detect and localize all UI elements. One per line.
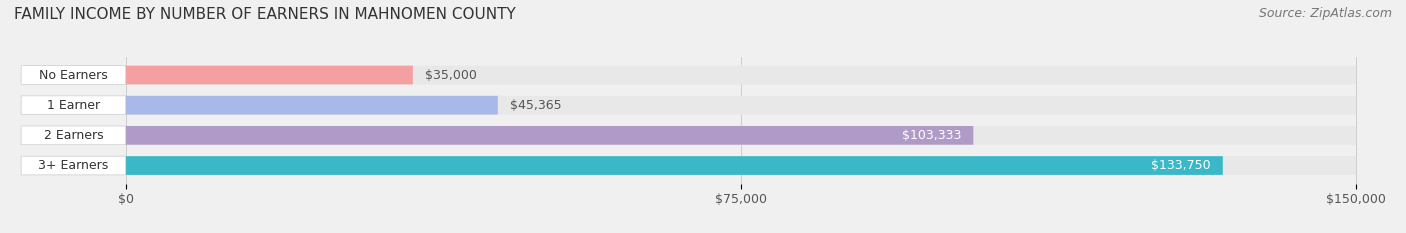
Text: 2 Earners: 2 Earners [44, 129, 103, 142]
Text: FAMILY INCOME BY NUMBER OF EARNERS IN MAHNOMEN COUNTY: FAMILY INCOME BY NUMBER OF EARNERS IN MA… [14, 7, 516, 22]
FancyBboxPatch shape [21, 156, 125, 175]
Text: $45,365: $45,365 [510, 99, 562, 112]
FancyBboxPatch shape [125, 66, 413, 84]
FancyBboxPatch shape [125, 126, 973, 145]
Text: Source: ZipAtlas.com: Source: ZipAtlas.com [1258, 7, 1392, 20]
Text: 3+ Earners: 3+ Earners [38, 159, 108, 172]
FancyBboxPatch shape [125, 126, 1357, 145]
Text: No Earners: No Earners [39, 69, 108, 82]
FancyBboxPatch shape [21, 96, 125, 115]
Text: $35,000: $35,000 [425, 69, 477, 82]
FancyBboxPatch shape [125, 96, 498, 115]
FancyBboxPatch shape [125, 96, 1357, 115]
FancyBboxPatch shape [125, 156, 1223, 175]
FancyBboxPatch shape [125, 66, 1357, 84]
FancyBboxPatch shape [125, 156, 1357, 175]
Text: 1 Earner: 1 Earner [46, 99, 100, 112]
Text: $103,333: $103,333 [901, 129, 962, 142]
FancyBboxPatch shape [21, 66, 125, 84]
Text: $133,750: $133,750 [1152, 159, 1211, 172]
FancyBboxPatch shape [21, 126, 125, 145]
